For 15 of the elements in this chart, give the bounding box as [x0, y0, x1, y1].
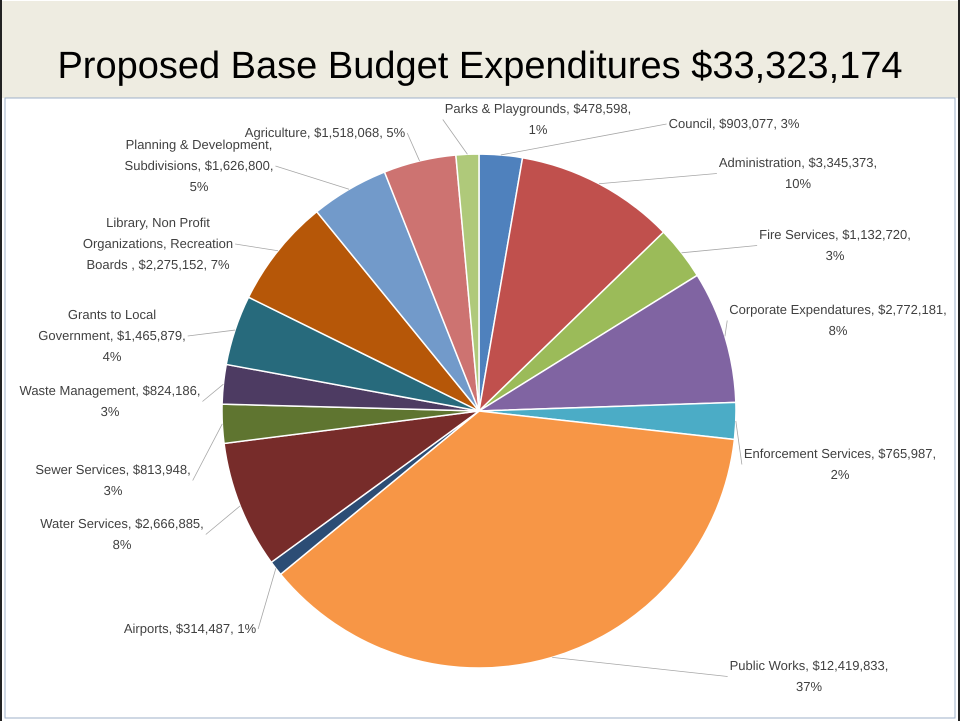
- slice-label: Public Works, $12,419,833, 37%: [730, 658, 888, 694]
- slice-label: Parks & Playgrounds, $478,598, 1%: [444, 101, 632, 137]
- slice-label: Enforcement Services, $765,987, 2%: [744, 446, 936, 482]
- chart-title: Proposed Base Budget Expenditures $33,323,174: [57, 45, 903, 87]
- slice-label: Agriculture, $1,518,068, 5%: [244, 125, 406, 140]
- slice-label: Sewer Services, $813,948, 3%: [35, 462, 191, 498]
- slice-label: Airports, $314,487, 1%: [124, 621, 257, 636]
- slice-label: Grants to Local Government, $1,465,879, 4%: [38, 307, 186, 364]
- slice-label: Library, Non Profit Organizations, Recreation Boards , $2,275,152, 7%: [82, 215, 234, 272]
- slice-label: Waste Management, $824,186, 3%: [20, 383, 200, 419]
- slice-label: Council, $903,077, 3%: [668, 116, 800, 131]
- slice-label: Administration, $3,345,373, 10%: [718, 155, 878, 191]
- slice-label: Corporate Expendatures, $2,772,181, 8%: [729, 302, 947, 338]
- slice-label: Water Services, $2,666,885, 8%: [40, 516, 204, 552]
- slice-label: Fire Services, $1,132,720, 3%: [759, 227, 911, 263]
